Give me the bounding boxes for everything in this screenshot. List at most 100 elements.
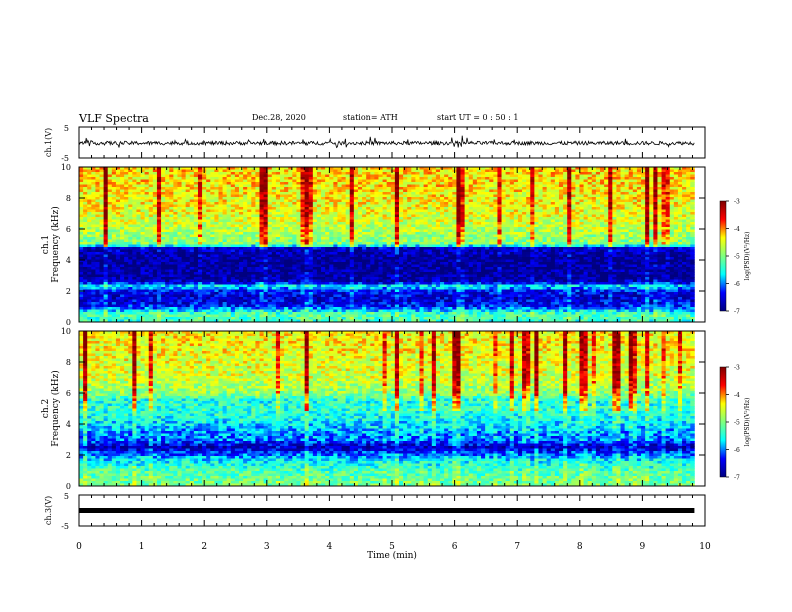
spec-cell <box>624 247 630 250</box>
spec-cell <box>214 182 219 185</box>
spec-cell <box>423 232 429 235</box>
spec-cell <box>460 227 466 230</box>
spec-cell <box>517 187 523 190</box>
spec-cell <box>403 197 408 200</box>
spec-cell <box>682 177 687 180</box>
spec-cell <box>280 214 285 218</box>
spec-cell <box>665 174 671 178</box>
spec-cell <box>111 227 117 230</box>
spec-cell <box>435 209 441 213</box>
spec-cell <box>280 177 285 180</box>
spec-cell <box>316 232 322 235</box>
spec-cell <box>325 167 330 170</box>
spec-cell <box>193 212 199 215</box>
spec-cell <box>419 219 424 223</box>
spec-cell <box>513 192 519 195</box>
spec-cell <box>243 187 248 190</box>
spec-cell <box>193 197 199 200</box>
spec-cell <box>202 242 207 245</box>
spec-cell <box>394 237 400 240</box>
spec-cell <box>353 237 359 240</box>
spec-cell <box>444 194 449 198</box>
spec-cell <box>366 227 371 230</box>
spec-cell <box>501 212 507 215</box>
spec-cell <box>526 212 531 215</box>
spec-cell <box>616 244 621 248</box>
spec-cell <box>534 194 539 198</box>
spec-cell <box>107 229 113 233</box>
spec-cell <box>641 232 646 235</box>
spec-cell <box>390 202 396 205</box>
spec-cell <box>357 239 363 243</box>
spec-cell <box>394 192 400 195</box>
spec-cell <box>169 182 174 185</box>
spec-cell <box>673 224 679 228</box>
spec-cell <box>120 232 125 235</box>
spec-cell <box>185 169 191 173</box>
spec-cell <box>485 207 490 210</box>
spec-cell <box>238 232 244 235</box>
spec-cell <box>169 199 174 203</box>
spec-cell <box>152 187 158 190</box>
spec-cell <box>144 167 150 170</box>
spec-cell <box>673 202 679 205</box>
spec-cell <box>288 187 293 190</box>
spec-cell <box>386 174 392 178</box>
spec-cell <box>103 197 109 200</box>
spec-cell <box>124 234 129 238</box>
spec-cell <box>362 227 367 230</box>
spec-cell <box>632 177 638 180</box>
spec-cell <box>677 202 683 205</box>
spec-cell <box>173 189 178 193</box>
spec-cell <box>251 224 256 228</box>
spec-cell <box>690 174 695 178</box>
spec-cell <box>99 202 105 205</box>
spec-cell <box>407 194 412 198</box>
spec-cell <box>308 202 314 205</box>
spec-cell <box>571 194 576 198</box>
spec-cell <box>460 189 466 193</box>
spec-cell <box>538 207 543 210</box>
spec-cell <box>481 229 486 233</box>
spec-cell <box>661 212 667 215</box>
spec-cell <box>526 174 531 178</box>
spec-cell <box>263 224 269 228</box>
spec-cell <box>185 247 191 250</box>
spec-cell <box>435 189 441 193</box>
spec-cell <box>165 194 170 198</box>
spec-cell <box>337 182 342 185</box>
spec-cell <box>595 187 601 190</box>
spec-cell <box>579 172 584 175</box>
spec-cell <box>83 174 88 178</box>
spec-cell <box>255 214 260 218</box>
spec-cell <box>669 239 675 243</box>
ch1-trace <box>78 135 695 149</box>
spec-cell <box>550 174 556 178</box>
spec-cell <box>230 234 236 238</box>
spec-cell <box>415 217 420 220</box>
spec-cell <box>259 244 265 248</box>
spec-cell <box>526 214 531 218</box>
spec-cell <box>259 227 265 230</box>
spec-cell <box>554 224 560 228</box>
spec-cell <box>181 239 187 243</box>
spec-cell <box>99 222 105 225</box>
spec-cell <box>185 197 191 200</box>
spec-cell <box>419 174 424 178</box>
spec-cell <box>357 212 363 215</box>
spec-cell <box>431 239 437 243</box>
spec-cell <box>165 247 170 250</box>
spec-cell <box>267 234 273 238</box>
spec-cell <box>645 247 650 250</box>
spec-cell <box>661 239 667 243</box>
spec-cell <box>423 224 429 228</box>
spec-cell <box>546 194 552 198</box>
spec-cell <box>120 247 125 250</box>
spec-cell <box>620 237 626 240</box>
spec-cell <box>247 237 252 240</box>
spec-cell <box>316 197 322 200</box>
spec-cell <box>136 167 141 170</box>
spec-cell <box>234 244 240 248</box>
spec-cell <box>616 234 621 238</box>
spec-cell <box>382 207 388 210</box>
